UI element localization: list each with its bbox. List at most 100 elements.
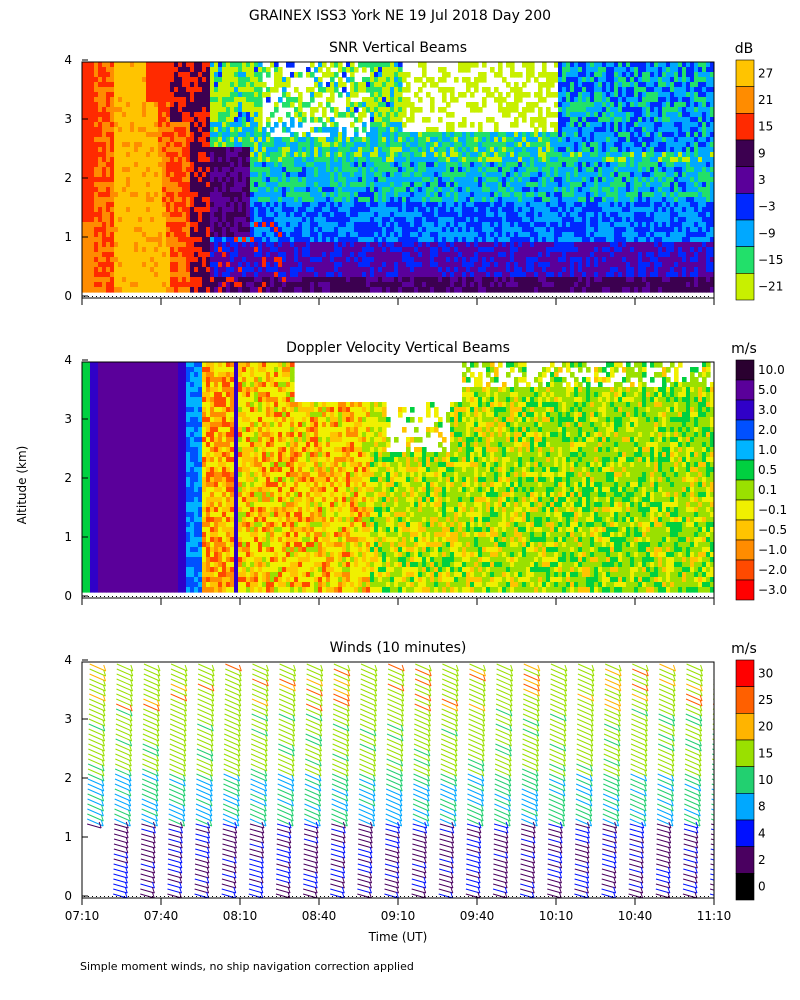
field-cell bbox=[546, 192, 551, 198]
field-cell bbox=[146, 222, 151, 228]
field-cell bbox=[490, 207, 495, 213]
field-cell bbox=[270, 227, 275, 233]
field-cell bbox=[90, 112, 95, 118]
field-cell bbox=[522, 267, 527, 273]
field-cell bbox=[450, 122, 455, 128]
field-cell bbox=[302, 277, 307, 283]
field-cell bbox=[234, 142, 239, 148]
field-cell bbox=[130, 202, 135, 208]
field-cell bbox=[318, 62, 323, 68]
field-cell bbox=[166, 257, 171, 263]
field-cell bbox=[458, 212, 463, 218]
field-cell bbox=[254, 142, 259, 148]
field-cell bbox=[178, 282, 183, 288]
field-cell bbox=[86, 157, 91, 163]
field-cell bbox=[450, 287, 455, 293]
field-cell bbox=[162, 287, 167, 293]
field-cell bbox=[190, 132, 195, 138]
field-cell bbox=[190, 97, 195, 103]
field-cell bbox=[490, 267, 495, 273]
field-cell bbox=[546, 242, 551, 248]
field-cell bbox=[198, 247, 203, 253]
field-cell bbox=[218, 122, 223, 128]
field-cell bbox=[186, 287, 191, 293]
field-cell bbox=[222, 172, 227, 178]
field-cell bbox=[198, 192, 203, 198]
field-cell bbox=[554, 222, 559, 228]
field-cell bbox=[306, 147, 311, 153]
field-cell bbox=[86, 242, 91, 248]
field-cell bbox=[226, 102, 231, 108]
field-cell bbox=[278, 142, 283, 148]
field-cell bbox=[258, 242, 263, 248]
field-cell bbox=[442, 202, 447, 208]
field-cell bbox=[126, 237, 131, 243]
field-cell bbox=[294, 72, 299, 78]
field-cell bbox=[434, 247, 439, 253]
field-cell bbox=[130, 107, 135, 113]
field-cell bbox=[518, 237, 523, 243]
field-cell bbox=[162, 262, 167, 268]
field-cell bbox=[410, 102, 415, 108]
field-cell bbox=[330, 237, 335, 243]
field-cell bbox=[114, 97, 119, 103]
field-cell bbox=[558, 247, 563, 253]
field-cell bbox=[374, 142, 379, 148]
field-cell bbox=[370, 177, 375, 183]
field-cell bbox=[506, 232, 511, 238]
field-cell bbox=[486, 247, 491, 253]
field-cell bbox=[498, 172, 503, 178]
field-cell bbox=[194, 277, 199, 283]
field-cell bbox=[306, 177, 311, 183]
field-cell bbox=[558, 252, 563, 258]
field-cell bbox=[198, 252, 203, 258]
field-cell bbox=[538, 147, 543, 153]
field-cell bbox=[326, 152, 331, 158]
field-cell bbox=[390, 222, 395, 228]
field-cell bbox=[426, 212, 431, 218]
field-cell bbox=[150, 227, 155, 233]
field-cell bbox=[482, 77, 487, 83]
field-cell bbox=[466, 217, 471, 223]
field-cell bbox=[342, 247, 347, 253]
field-cell bbox=[530, 187, 535, 193]
field-cell bbox=[98, 177, 103, 183]
field-cell bbox=[174, 92, 179, 98]
field-cell bbox=[358, 212, 363, 218]
field-cell bbox=[386, 92, 391, 98]
field-cell bbox=[190, 272, 195, 278]
field-cell bbox=[382, 222, 387, 228]
field-cell bbox=[318, 162, 323, 168]
field-cell bbox=[378, 207, 383, 213]
field-cell bbox=[190, 72, 195, 78]
field-cell bbox=[486, 242, 491, 248]
field-cell bbox=[82, 217, 87, 223]
field-cell bbox=[466, 182, 471, 188]
field-cell bbox=[86, 112, 91, 118]
field-cell bbox=[158, 232, 163, 238]
field-cell bbox=[178, 192, 183, 198]
field-cell bbox=[450, 252, 455, 258]
field-cell bbox=[166, 102, 171, 108]
field-cell bbox=[298, 97, 303, 103]
field-cell bbox=[310, 262, 315, 268]
field-cell bbox=[446, 257, 451, 263]
field-cell bbox=[462, 152, 467, 158]
field-cell bbox=[526, 162, 531, 168]
field-cell bbox=[158, 242, 163, 248]
field-cell bbox=[198, 232, 203, 238]
field-cell bbox=[194, 282, 199, 288]
field-cell bbox=[102, 97, 107, 103]
field-cell bbox=[98, 282, 103, 288]
field-cell bbox=[470, 137, 475, 143]
field-cell bbox=[446, 247, 451, 253]
field-cell bbox=[194, 222, 199, 228]
field-cell bbox=[442, 187, 447, 193]
field-cell bbox=[406, 132, 411, 138]
field-cell bbox=[198, 167, 203, 173]
field-cell bbox=[258, 112, 263, 118]
field-cell bbox=[138, 162, 143, 168]
field-cell bbox=[134, 222, 139, 228]
field-cell bbox=[138, 152, 143, 158]
field-cell bbox=[198, 152, 203, 158]
